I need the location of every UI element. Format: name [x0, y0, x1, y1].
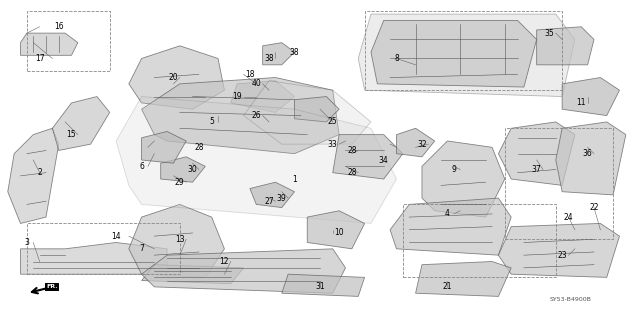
Text: 34: 34 [379, 156, 388, 164]
Text: 4: 4 [445, 209, 450, 219]
Text: 20: 20 [168, 73, 179, 82]
Polygon shape [20, 243, 167, 274]
Polygon shape [129, 204, 225, 277]
Text: 28: 28 [347, 168, 356, 177]
Polygon shape [52, 97, 109, 150]
Text: 27: 27 [264, 197, 274, 206]
Polygon shape [116, 97, 396, 223]
Text: 22: 22 [589, 203, 599, 212]
Polygon shape [8, 128, 59, 223]
Polygon shape [556, 122, 626, 195]
Text: 24: 24 [564, 212, 573, 222]
Polygon shape [262, 43, 294, 65]
Polygon shape [396, 128, 435, 157]
Polygon shape [358, 14, 575, 97]
Text: 23: 23 [557, 251, 567, 260]
Polygon shape [282, 274, 365, 296]
Text: 11: 11 [577, 99, 586, 108]
Text: 17: 17 [35, 54, 44, 63]
Text: 36: 36 [583, 149, 593, 158]
Text: 40: 40 [252, 79, 261, 88]
Polygon shape [562, 77, 620, 116]
Text: 12: 12 [220, 257, 229, 266]
Text: 31: 31 [315, 282, 325, 292]
Text: 39: 39 [277, 194, 287, 203]
Text: 10: 10 [334, 228, 344, 237]
Polygon shape [499, 122, 575, 185]
Polygon shape [333, 135, 403, 179]
Polygon shape [141, 77, 339, 154]
Text: 35: 35 [545, 28, 554, 38]
Polygon shape [250, 182, 294, 208]
Text: 19: 19 [232, 92, 242, 101]
Polygon shape [129, 46, 225, 109]
Text: 29: 29 [175, 178, 184, 187]
Polygon shape [307, 211, 365, 249]
Polygon shape [499, 223, 620, 277]
Text: 7: 7 [139, 244, 144, 253]
Polygon shape [415, 261, 511, 296]
Polygon shape [537, 27, 594, 65]
Text: 3: 3 [24, 238, 29, 247]
Text: 28: 28 [194, 143, 204, 152]
Text: SY53-B4900B: SY53-B4900B [549, 297, 591, 302]
Text: 28: 28 [347, 146, 356, 155]
Text: 8: 8 [394, 54, 399, 63]
Text: 15: 15 [67, 130, 76, 139]
Text: 18: 18 [245, 70, 255, 79]
Text: 30: 30 [188, 165, 197, 174]
Polygon shape [244, 81, 371, 144]
Polygon shape [141, 132, 186, 163]
Text: 5: 5 [209, 117, 214, 126]
Text: 33: 33 [328, 140, 338, 148]
Text: 38: 38 [290, 48, 300, 57]
Text: FR.: FR. [46, 284, 58, 289]
Text: 1: 1 [292, 174, 297, 184]
Polygon shape [231, 81, 294, 112]
Polygon shape [141, 265, 244, 284]
Polygon shape [20, 33, 78, 55]
Polygon shape [422, 141, 505, 217]
Text: 38: 38 [264, 54, 274, 63]
Text: 37: 37 [532, 165, 541, 174]
Text: 26: 26 [252, 111, 261, 120]
Text: 13: 13 [175, 235, 184, 244]
Text: 2: 2 [37, 168, 42, 177]
Text: 25: 25 [328, 117, 337, 126]
Polygon shape [390, 198, 511, 255]
Text: 21: 21 [443, 282, 452, 292]
Text: 16: 16 [54, 22, 63, 31]
Text: 32: 32 [417, 140, 427, 148]
Text: 6: 6 [139, 162, 144, 171]
Text: 14: 14 [111, 232, 121, 241]
Polygon shape [371, 20, 537, 87]
Polygon shape [141, 249, 346, 293]
Polygon shape [294, 97, 339, 122]
Polygon shape [161, 157, 205, 182]
Text: 9: 9 [451, 165, 456, 174]
